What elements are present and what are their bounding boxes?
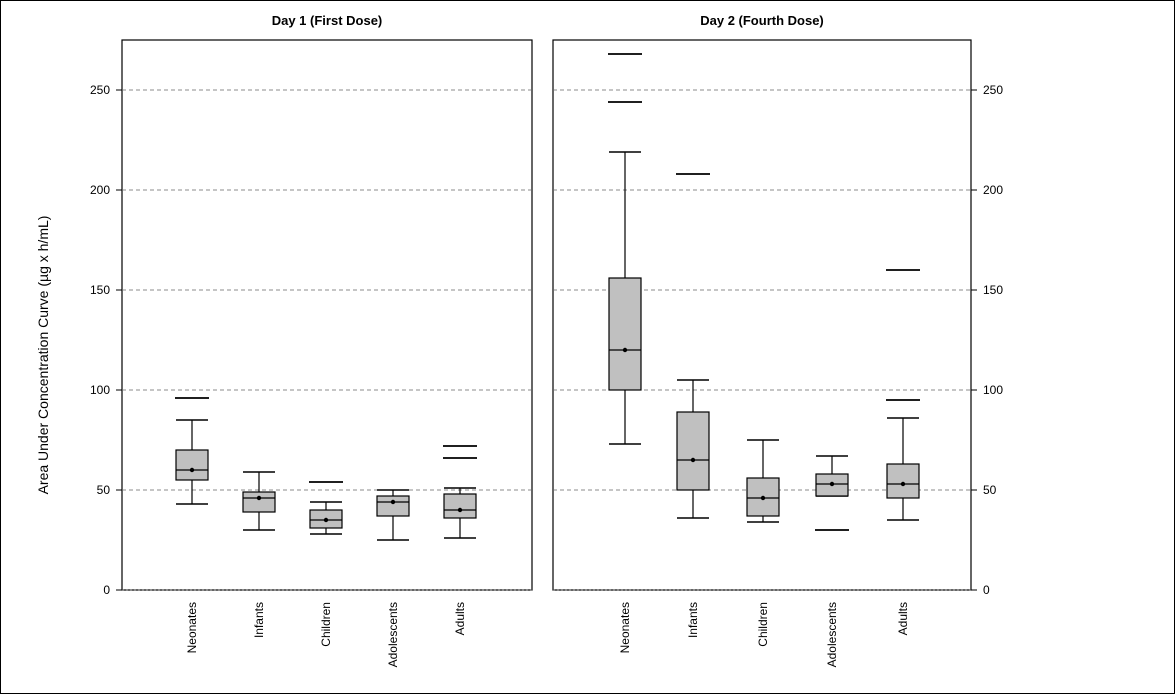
mean-point: [622, 347, 628, 353]
panel-day1-yticks: 0 50 100 150 200 250: [90, 83, 122, 597]
category-label: Infants: [252, 602, 266, 638]
iqr-box: [242, 491, 276, 513]
iqr-box: [175, 449, 209, 481]
box-neonates: [175, 397, 209, 505]
mean-point: [829, 481, 835, 487]
mean-point: [457, 507, 463, 513]
y-tick-label: 150: [983, 283, 1003, 297]
box-infants: [676, 173, 710, 519]
y-tick-label: 100: [90, 383, 110, 397]
panel-day1-grid: [122, 89, 532, 591]
mean-point: [189, 467, 195, 473]
panel-day2-boxes: [608, 53, 920, 531]
box-infants: [242, 471, 276, 531]
panel-day2: Day 2 (Fourth Dose) 0 50 100 150 200 250 Neon…: [552, 13, 1003, 667]
mean-point: [390, 499, 396, 505]
y-tick-label: 0: [103, 583, 110, 597]
mean-point: [323, 517, 329, 523]
box-children: [746, 439, 780, 523]
mean-point: [256, 495, 262, 501]
y-tick-label: 200: [90, 183, 110, 197]
mean-point: [760, 495, 766, 501]
panel-day1-boxes: [175, 397, 477, 541]
category-label: Children: [319, 602, 333, 647]
category-label: Children: [756, 602, 770, 647]
panel-day2-yticks: 0 50 100 150 200 250: [971, 83, 1003, 597]
mean-point: [690, 457, 696, 463]
y-tick-label: 0: [983, 583, 990, 597]
box-adolescents: [815, 455, 849, 531]
y-tick-label: 200: [983, 183, 1003, 197]
iqr-box: [376, 495, 410, 517]
iqr-box: [676, 411, 710, 491]
category-label: Adolescents: [825, 602, 839, 667]
y-tick-label: 100: [983, 383, 1003, 397]
y-tick-label: 150: [90, 283, 110, 297]
category-label: Neonates: [185, 602, 199, 653]
box-adults: [443, 445, 477, 539]
iqr-box: [608, 277, 642, 391]
iqr-box: [443, 493, 477, 519]
y-tick-label: 50: [983, 483, 997, 497]
panel-day1-title: Day 1 (First Dose): [272, 13, 383, 28]
box-adolescents: [376, 489, 410, 541]
panel-day2-grid: [553, 89, 971, 591]
y-tick-label: 250: [90, 83, 110, 97]
y-tick-label: 50: [97, 483, 111, 497]
panel-day2-title: Day 2 (Fourth Dose): [700, 13, 824, 28]
mean-point: [900, 481, 906, 487]
category-label: Adults: [896, 602, 910, 635]
category-label: Adults: [453, 602, 467, 635]
iqr-box: [886, 463, 920, 499]
box-adults: [886, 269, 920, 521]
category-label: Adolescents: [386, 602, 400, 667]
box-neonates: [608, 53, 642, 445]
panel-day2-categories: Neonates Infants Children Adolescents Adults: [618, 602, 910, 667]
panel-day1: Day 1 (First Dose) 0 50 100 150 200 250 Neona…: [90, 13, 533, 667]
panel-day1-categories: Neonates Infants Children Adolescents Adults: [185, 602, 467, 667]
category-label: Neonates: [618, 602, 632, 653]
y-axis-label: Area Under Concentration Curve (µg x h/m…: [35, 216, 51, 495]
category-label: Infants: [686, 602, 700, 638]
box-children: [309, 481, 343, 535]
y-tick-label: 250: [983, 83, 1003, 97]
